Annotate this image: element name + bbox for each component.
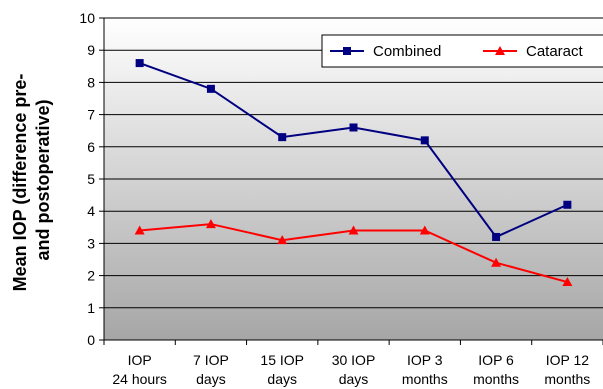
x-tick-label: 15 IOP days bbox=[260, 352, 304, 387]
y-tick-label: 7 bbox=[87, 107, 95, 123]
legend-cataract-label: Cataract bbox=[526, 43, 584, 60]
x-tick-label-line: 24 hours bbox=[112, 371, 166, 387]
x-tick-labels: IOP 24 hours 7 IOP days 15 IOP days 30 IOP days… bbox=[112, 352, 590, 387]
legend-combined-marker bbox=[343, 47, 351, 55]
y-tick-labels: 0 1 2 3 4 5 6 7 8 9 10 bbox=[79, 10, 95, 348]
cataract-marker bbox=[419, 225, 430, 235]
combined-marker bbox=[349, 123, 358, 132]
y-axis-label: Mean IOP (difference pre- and postoperat… bbox=[10, 69, 53, 292]
y-tick-label: 2 bbox=[87, 268, 95, 284]
x-tick-label-line: IOP 6 bbox=[478, 352, 514, 368]
legend-combined-label: Combined bbox=[373, 43, 441, 60]
combined-marker bbox=[278, 133, 287, 142]
x-tick-label: IOP 3 months bbox=[402, 352, 448, 387]
y-tick-label: 4 bbox=[87, 203, 95, 219]
axes bbox=[103, 18, 603, 345]
cataract-marker bbox=[277, 235, 288, 245]
x-tick-label-line: days bbox=[196, 371, 226, 387]
y-tick-label: 3 bbox=[87, 235, 95, 251]
x-tick-label-line: days bbox=[339, 371, 369, 387]
x-tick-label: IOP 6 months bbox=[473, 352, 519, 387]
combined-marker bbox=[420, 136, 429, 145]
y-tick-label: 0 bbox=[87, 332, 95, 348]
y-tick-label: 9 bbox=[87, 42, 95, 58]
x-tick-label: IOP 24 hours bbox=[112, 352, 166, 387]
y-tick-label: 8 bbox=[87, 74, 95, 90]
y-tick-label: 10 bbox=[79, 10, 95, 26]
x-tick-label-line: 30 IOP bbox=[332, 352, 376, 368]
x-tick-label-line: months bbox=[544, 371, 590, 387]
combined-marker bbox=[206, 84, 215, 93]
x-tick-label: 30 IOP days bbox=[332, 352, 376, 387]
series-cataract bbox=[134, 219, 573, 287]
x-tick-label-line: months bbox=[473, 371, 519, 387]
y-axis-label-line-1: Mean IOP (difference pre- bbox=[10, 74, 30, 292]
series-lines bbox=[134, 59, 573, 287]
combined-marker bbox=[492, 232, 501, 241]
x-tick-label-line: IOP bbox=[128, 352, 152, 368]
x-tick-label: IOP 12 months bbox=[544, 352, 590, 387]
series-combined bbox=[135, 59, 572, 241]
cataract-marker bbox=[491, 257, 502, 267]
x-tick-label-line: days bbox=[267, 371, 297, 387]
cataract-marker bbox=[562, 277, 573, 287]
cataract-marker bbox=[134, 225, 145, 235]
cataract-marker bbox=[205, 219, 216, 229]
x-tick-label-line: 15 IOP bbox=[260, 352, 304, 368]
x-tick-label-line: 7 IOP bbox=[193, 352, 229, 368]
legend-cataract-marker bbox=[495, 46, 505, 55]
combined-marker bbox=[563, 200, 572, 209]
x-tick-label-line: months bbox=[402, 371, 448, 387]
y-axis-label-line-2: and postoperative) bbox=[33, 99, 53, 260]
y-tick-label: 5 bbox=[87, 171, 95, 187]
y-tick-label: 6 bbox=[87, 139, 95, 155]
legend: Combined Cataract bbox=[321, 34, 603, 68]
cataract-marker bbox=[348, 225, 359, 235]
x-tick-label-line: IOP 12 bbox=[546, 352, 590, 368]
x-tick-label-line: IOP 3 bbox=[407, 352, 443, 368]
y-tick-label: 1 bbox=[87, 300, 95, 316]
legend-box bbox=[321, 34, 603, 68]
combined-marker bbox=[135, 59, 144, 68]
x-tick-label: 7 IOP days bbox=[193, 352, 229, 387]
